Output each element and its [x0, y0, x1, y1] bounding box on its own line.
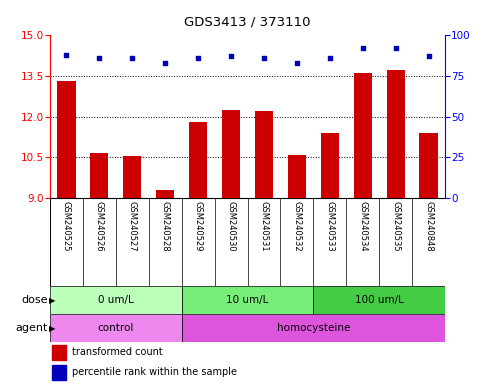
Text: 0 um/L: 0 um/L	[98, 295, 134, 305]
Bar	[255, 111, 273, 198]
Text: transformed count: transformed count	[71, 348, 162, 358]
Text: dose: dose	[21, 295, 48, 305]
Point	[392, 45, 399, 51]
Text: agent: agent	[15, 323, 48, 333]
Bar	[321, 133, 339, 198]
Text: ▶: ▶	[49, 324, 56, 333]
Text: GDS3413 / 373110: GDS3413 / 373110	[184, 15, 311, 28]
Bar	[354, 73, 372, 198]
Text: GSM240534: GSM240534	[358, 201, 367, 252]
Point	[326, 55, 334, 61]
Bar	[52, 345, 66, 360]
Bar	[386, 70, 405, 198]
Point	[128, 55, 136, 61]
Bar	[420, 133, 438, 198]
FancyBboxPatch shape	[50, 286, 182, 314]
Bar	[288, 155, 306, 198]
Bar	[57, 81, 75, 198]
Bar	[222, 110, 240, 198]
Text: ▶: ▶	[49, 296, 56, 305]
Point	[96, 55, 103, 61]
Text: GSM240529: GSM240529	[194, 201, 203, 251]
Bar	[189, 122, 207, 198]
FancyBboxPatch shape	[182, 286, 313, 314]
Text: homocysteine: homocysteine	[277, 323, 350, 333]
Bar	[52, 365, 66, 380]
Text: percentile rank within the sample: percentile rank within the sample	[71, 367, 237, 377]
FancyBboxPatch shape	[182, 314, 445, 342]
Text: control: control	[98, 323, 134, 333]
Point	[161, 60, 169, 66]
Point	[359, 45, 367, 51]
Point	[63, 51, 71, 58]
Text: GSM240848: GSM240848	[424, 201, 433, 252]
Text: GSM240532: GSM240532	[292, 201, 301, 252]
Text: GSM240535: GSM240535	[391, 201, 400, 252]
Text: GSM240533: GSM240533	[325, 201, 334, 252]
Text: GSM240527: GSM240527	[128, 201, 137, 252]
Text: GSM240530: GSM240530	[227, 201, 236, 252]
Text: 100 um/L: 100 um/L	[355, 295, 404, 305]
Text: GSM240528: GSM240528	[161, 201, 170, 252]
Text: GSM240525: GSM240525	[62, 201, 71, 251]
Text: 10 um/L: 10 um/L	[227, 295, 269, 305]
Point	[260, 55, 268, 61]
Bar	[123, 156, 142, 198]
Bar	[156, 190, 174, 198]
Text: GSM240531: GSM240531	[259, 201, 269, 252]
Point	[194, 55, 202, 61]
Point	[227, 53, 235, 60]
Point	[425, 53, 432, 60]
Bar	[90, 153, 108, 198]
Text: GSM240526: GSM240526	[95, 201, 104, 252]
FancyBboxPatch shape	[313, 286, 445, 314]
Point	[293, 60, 301, 66]
FancyBboxPatch shape	[50, 314, 182, 342]
